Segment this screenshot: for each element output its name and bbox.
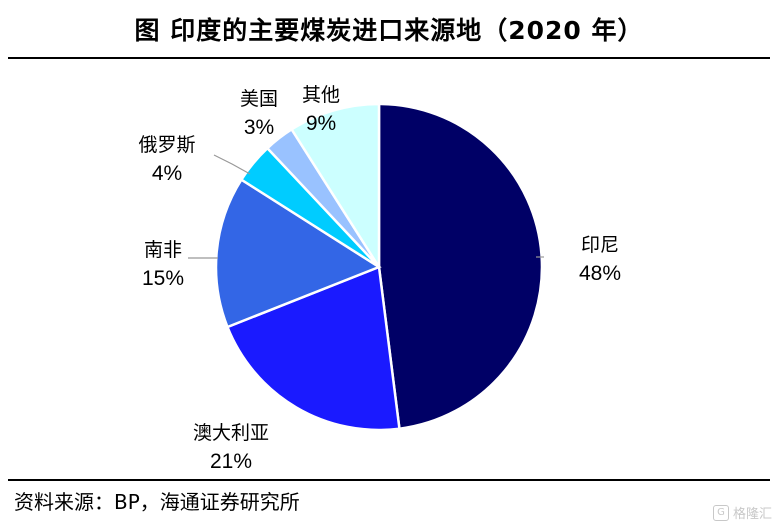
slice-value-2: 15% xyxy=(142,267,184,290)
slice-label-0: 印尼 xyxy=(581,234,619,256)
watermark-text: 格隆汇 xyxy=(732,507,772,522)
leader-line-3 xyxy=(213,154,251,175)
pie-chart-svg: 印尼 48% 澳大利亚 21% 南非 15% 俄罗斯 4% 美国 3% 其他 9% xyxy=(138,84,621,473)
pie-slice-1 xyxy=(225,265,401,432)
watermark: G 格隆汇 xyxy=(712,503,772,522)
slice-label-1: 澳大利亚 xyxy=(193,422,269,444)
chart-title: 图 印度的主要煤炭进口来源地（2020 年） xyxy=(134,16,644,45)
source-divider xyxy=(8,479,770,481)
slice-label-3: 俄罗斯 xyxy=(138,134,195,156)
slice-value-0: 48% xyxy=(579,262,621,285)
pie-slice-5 xyxy=(289,102,381,272)
slice-value-3: 4% xyxy=(152,162,182,185)
pie-chart: 印尼 48% 澳大利亚 21% 南非 15% 俄罗斯 4% 美国 3% 其他 9% xyxy=(0,59,778,479)
slice-label-4: 美国 xyxy=(240,88,278,110)
title-divider xyxy=(8,57,770,59)
slice-value-1: 21% xyxy=(210,450,252,473)
slice-label-5: 其他 xyxy=(302,84,340,106)
slice-value-4: 3% xyxy=(244,116,274,139)
glh-logo-icon: G xyxy=(712,504,729,521)
title-bar: 图 印度的主要煤炭进口来源地（2020 年） xyxy=(0,0,778,58)
pie-slice-0 xyxy=(377,102,544,431)
slice-label-2: 南非 xyxy=(144,239,182,261)
source-note: 资料来源：BP，海通证券研究所 xyxy=(14,490,300,514)
pie-slice-2 xyxy=(214,177,382,329)
slice-value-5: 9% xyxy=(306,112,336,135)
